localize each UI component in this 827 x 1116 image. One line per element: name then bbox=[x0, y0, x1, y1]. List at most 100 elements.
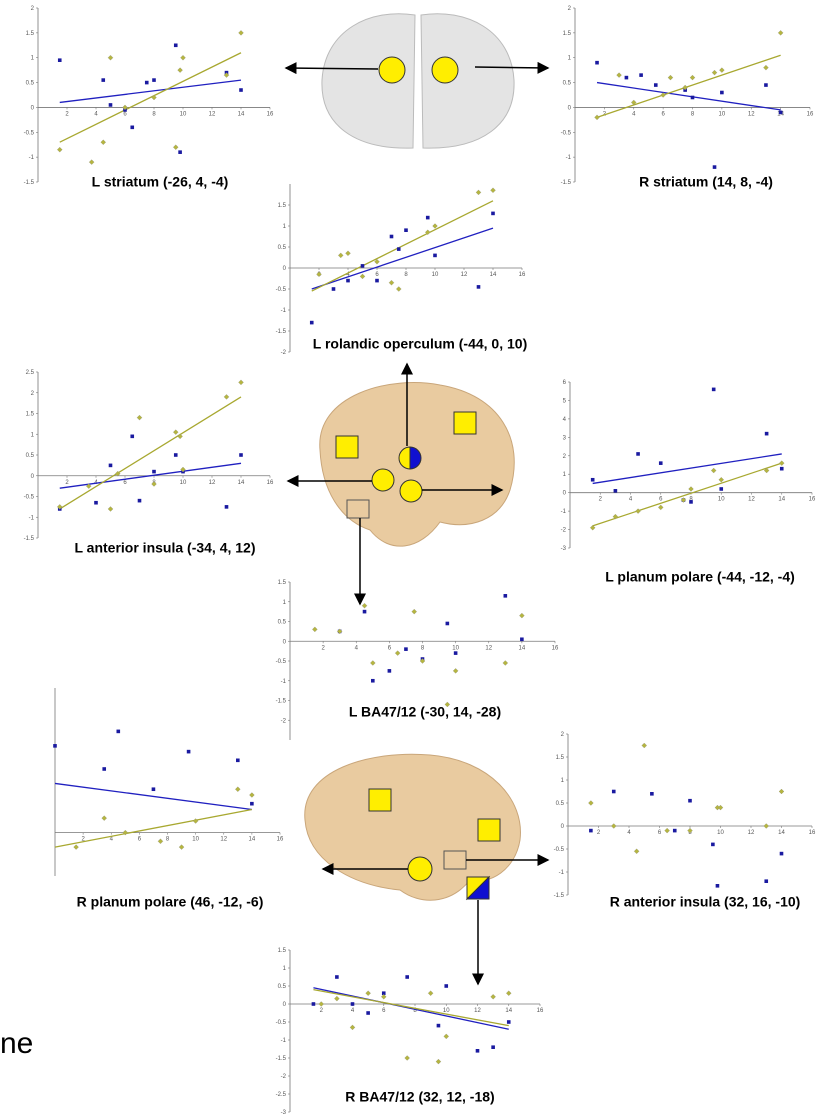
x-tick-label: 12 bbox=[748, 111, 755, 117]
data-point bbox=[53, 744, 57, 748]
data-point bbox=[94, 501, 98, 505]
x-tick-label: 16 bbox=[519, 272, 526, 278]
data-point bbox=[720, 91, 724, 95]
data-point bbox=[437, 1024, 441, 1028]
data-point bbox=[611, 824, 616, 829]
data-point bbox=[503, 660, 508, 665]
scatter-panel: 246810121416R planum polare (46, -12, -6… bbox=[53, 688, 284, 910]
data-point bbox=[719, 477, 724, 482]
y-tick-label: 4 bbox=[563, 417, 567, 423]
x-tick-label: 2 bbox=[65, 111, 69, 117]
data-point bbox=[152, 470, 156, 474]
data-point bbox=[454, 651, 458, 655]
data-point bbox=[779, 111, 783, 115]
figure: ne -1.5-1-0.500.511.52246810121416L stri… bbox=[0, 0, 827, 1116]
data-point bbox=[224, 394, 229, 399]
data-point bbox=[109, 103, 113, 107]
scatter-panel: -2-1.5-1-0.500.511.5246810121416L BA47/1… bbox=[276, 580, 559, 740]
data-point bbox=[712, 70, 717, 75]
y-tick-label: 2 bbox=[561, 732, 565, 738]
data-point bbox=[388, 669, 392, 673]
x-tick-label: 6 bbox=[382, 1008, 386, 1014]
y-tick-label: 0.5 bbox=[278, 620, 287, 626]
data-point bbox=[58, 58, 62, 62]
y-tick-label: -0.5 bbox=[276, 659, 287, 665]
y-tick-label: -3 bbox=[561, 546, 567, 552]
data-point bbox=[152, 78, 156, 82]
data-point bbox=[595, 115, 600, 120]
y-tick-label: 1 bbox=[283, 966, 287, 972]
data-point bbox=[109, 464, 113, 468]
x-tick-label: 4 bbox=[629, 497, 633, 503]
x-tick-label: 6 bbox=[661, 111, 665, 117]
data-point bbox=[361, 264, 365, 268]
data-point bbox=[102, 767, 106, 771]
data-point bbox=[178, 68, 183, 73]
data-point bbox=[332, 287, 336, 291]
y-tick-label: -1.5 bbox=[276, 699, 287, 705]
data-point bbox=[366, 991, 371, 996]
data-point bbox=[719, 68, 724, 73]
y-tick-label: 1 bbox=[561, 778, 565, 784]
data-point bbox=[390, 235, 394, 239]
x-tick-label: 12 bbox=[748, 497, 755, 503]
data-point bbox=[444, 1034, 449, 1039]
y-tick-label: 3 bbox=[563, 435, 567, 441]
fit-line bbox=[60, 80, 241, 102]
data-point bbox=[453, 668, 458, 673]
y-tick-label: -1.5 bbox=[276, 1056, 287, 1062]
x-tick-label: 14 bbox=[238, 480, 245, 486]
x-tick-label: 2 bbox=[321, 645, 325, 651]
scatter-panel: -2-1.5-1-0.500.511.5246810121416L roland… bbox=[276, 184, 528, 356]
data-point bbox=[689, 500, 693, 504]
data-point bbox=[778, 30, 783, 35]
panel-label: L rolandic operculum (-44, 0, 10) bbox=[313, 336, 527, 352]
data-point bbox=[239, 453, 243, 457]
y-tick-label: 1 bbox=[563, 472, 567, 478]
y-tick-label: 0.5 bbox=[26, 453, 35, 459]
data-point bbox=[412, 609, 417, 614]
x-tick-label: 12 bbox=[220, 837, 227, 843]
x-tick-label: 16 bbox=[267, 480, 274, 486]
y-tick-label: -1.5 bbox=[24, 180, 35, 186]
y-tick-label: 0 bbox=[31, 105, 35, 111]
data-point bbox=[312, 627, 317, 632]
data-point bbox=[310, 321, 314, 325]
y-tick-label: 1 bbox=[31, 56, 35, 62]
x-tick-label: 14 bbox=[778, 830, 785, 836]
data-point bbox=[239, 380, 244, 385]
data-point bbox=[688, 799, 692, 803]
data-point bbox=[690, 75, 695, 80]
data-point bbox=[181, 55, 186, 60]
data-point bbox=[506, 991, 511, 996]
x-tick-label: 4 bbox=[355, 645, 359, 651]
data-point bbox=[491, 1045, 495, 1049]
x-tick-label: 12 bbox=[209, 111, 216, 117]
data-point bbox=[476, 1049, 480, 1053]
data-point bbox=[404, 647, 408, 651]
data-point bbox=[395, 651, 400, 656]
data-point bbox=[335, 975, 339, 979]
x-tick-label: 14 bbox=[238, 111, 245, 117]
y-tick-label: -0.5 bbox=[276, 1020, 287, 1026]
y-tick-label: 1.5 bbox=[26, 31, 35, 37]
data-point bbox=[595, 61, 599, 65]
x-tick-label: 16 bbox=[267, 111, 274, 117]
data-point bbox=[764, 824, 769, 829]
y-tick-label: -1 bbox=[281, 308, 287, 314]
panel-label: R planum polare (46, -12, -6) bbox=[77, 894, 264, 910]
data-point bbox=[654, 83, 658, 87]
x-tick-label: 8 bbox=[404, 272, 408, 278]
data-point bbox=[504, 594, 508, 598]
data-point bbox=[625, 76, 629, 80]
x-tick-label: 4 bbox=[94, 111, 98, 117]
data-point bbox=[236, 759, 240, 763]
x-tick-label: 6 bbox=[123, 111, 127, 117]
panel-label: R striatum (14, 8, -4) bbox=[639, 174, 773, 190]
x-tick-label: 10 bbox=[717, 830, 724, 836]
y-tick-label: -0.5 bbox=[554, 847, 565, 853]
y-tick-label: -1 bbox=[566, 155, 572, 161]
y-tick-label: 1 bbox=[283, 224, 287, 230]
